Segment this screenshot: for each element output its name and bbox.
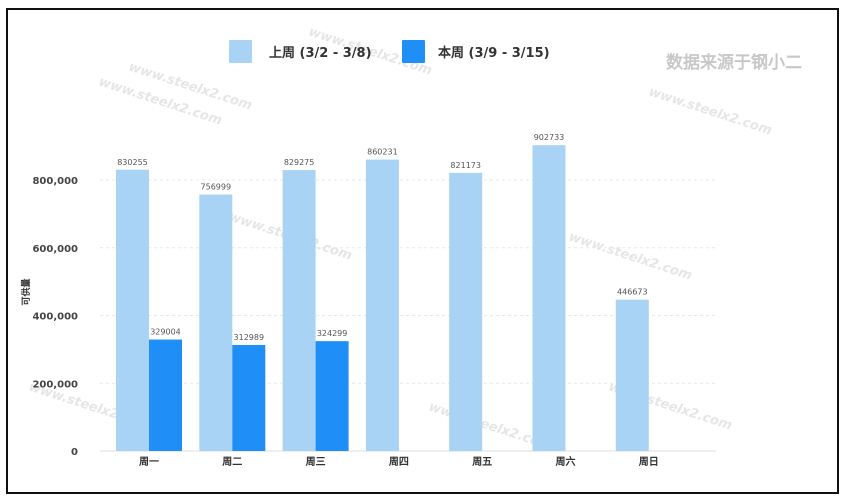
bar-prev-week[interactable] bbox=[365, 159, 399, 452]
x-tick-label: 周三 bbox=[306, 456, 326, 468]
x-tick-label: 周一 bbox=[139, 456, 159, 468]
data-label: 312989 bbox=[234, 333, 265, 342]
legend-label-prev[interactable]: 上周 (3/2 - 3/8) bbox=[269, 46, 372, 61]
x-tick-label: 周二 bbox=[222, 456, 242, 468]
y-tick-label: 600,000 bbox=[32, 244, 78, 255]
watermark-text: www.steelx2.com bbox=[647, 85, 774, 139]
data-label: 829275 bbox=[284, 158, 315, 167]
x-tick-label: 周五 bbox=[472, 456, 492, 468]
bars bbox=[116, 145, 649, 452]
bar-prev-week[interactable] bbox=[282, 170, 316, 451]
chart-frame: www.steelx2.com www.steelx2.com www.steelx… bbox=[6, 8, 839, 494]
bar-curr-week[interactable] bbox=[232, 344, 266, 451]
data-label: 324299 bbox=[317, 329, 348, 338]
bar-prev-week[interactable] bbox=[532, 145, 566, 451]
data-label: 902733 bbox=[534, 133, 565, 142]
bar-prev-week[interactable] bbox=[449, 172, 483, 452]
legend: 上周 (3/2 - 3/8) 本周 (3/9 - 3/15) bbox=[229, 40, 550, 63]
data-label: 446673 bbox=[617, 288, 648, 297]
bar-curr-week[interactable] bbox=[315, 341, 349, 451]
data-label: 329004 bbox=[150, 328, 181, 337]
bar-chart: www.steelx2.comwww.steelx2.comwww.steelx… bbox=[20, 25, 802, 468]
y-tick-label: 200,000 bbox=[32, 379, 78, 390]
x-tick-label: 周四 bbox=[389, 456, 409, 468]
data-label: 830255 bbox=[117, 158, 148, 167]
legend-swatch-prev[interactable] bbox=[229, 40, 252, 63]
legend-label-curr[interactable]: 本周 (3/9 - 3/15) bbox=[438, 45, 550, 61]
data-label: 860231 bbox=[367, 148, 398, 157]
bar-prev-week[interactable] bbox=[615, 299, 649, 451]
data-label: 756999 bbox=[201, 183, 232, 192]
bar-curr-week[interactable] bbox=[149, 339, 182, 451]
y-tick-label: 800,000 bbox=[32, 176, 78, 187]
y-tick-label: 0 bbox=[71, 447, 78, 458]
data-labels: 830255 329004 756999 312989 829275 324299 8602… bbox=[117, 133, 647, 342]
legend-swatch-curr[interactable] bbox=[402, 40, 425, 63]
y-tick-label: 400,000 bbox=[32, 312, 78, 323]
x-tick-label: 周日 bbox=[639, 456, 659, 468]
y-axis-label: 可供量 bbox=[20, 278, 32, 305]
y-axis-ticks: 0 200,000 400,000 600,000 800,000 bbox=[32, 176, 78, 458]
source-note: 数据来源于钢小二 bbox=[666, 52, 802, 73]
bar-prev-week[interactable] bbox=[116, 169, 149, 452]
x-axis-ticks: 周一 周二 周三 周四 周五 周六 周日 bbox=[139, 455, 659, 468]
bar-prev-week[interactable] bbox=[199, 194, 233, 451]
watermark-text: www.steelx2.com bbox=[567, 230, 694, 284]
data-label: 821173 bbox=[450, 161, 481, 170]
x-tick-label: 周六 bbox=[556, 455, 576, 468]
